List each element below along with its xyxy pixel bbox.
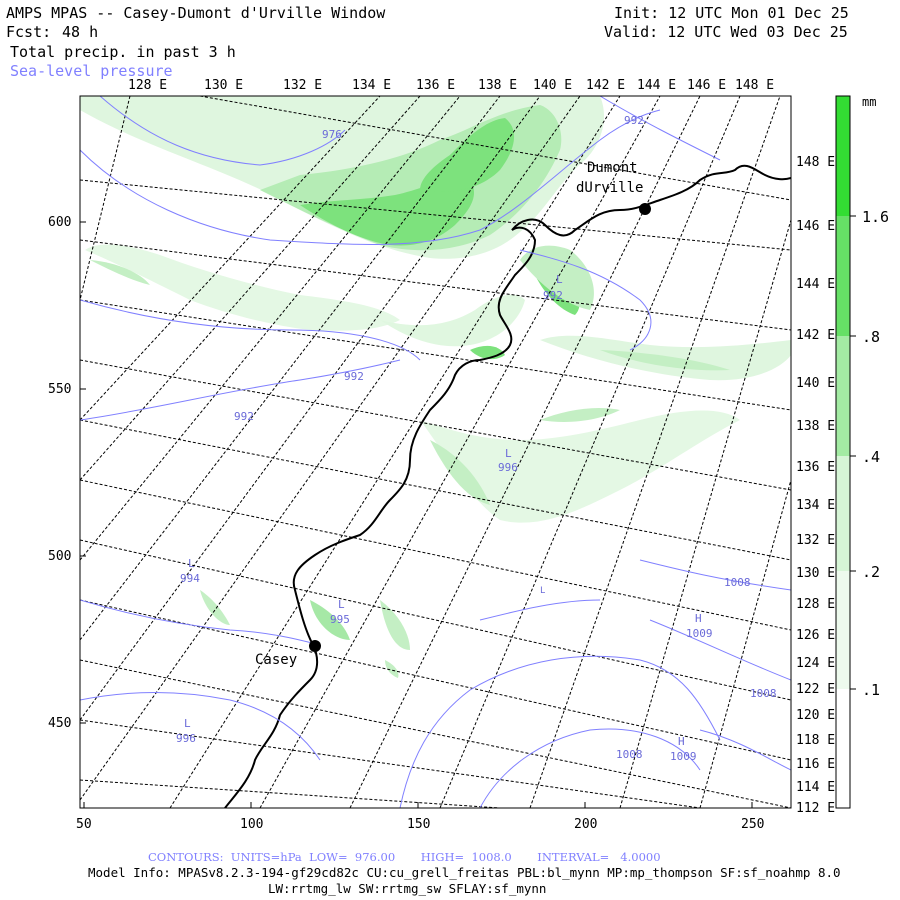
low-center: L: [540, 586, 545, 596]
colorbar-label: .4: [862, 448, 880, 466]
contour-info: CONTOURS: UNITS=hPa LOW= 976.00 HIGH= 10…: [148, 850, 661, 864]
casey-label: Casey: [255, 652, 297, 668]
svg-text:50: 50: [76, 817, 92, 832]
slp-label: 1008: [724, 576, 751, 589]
forecast-label: Fcst:: [6, 23, 52, 41]
model-info: Model Info: MPASv8.2.3-194-gf29cd82c CU:…: [88, 865, 841, 880]
svg-text:450: 450: [48, 716, 71, 731]
model-info-line2: LW:rrtmg_lw SW:rrtmg_sw SFLAY:sf_mynn: [268, 881, 547, 896]
colorbar-label: 1.6: [862, 208, 889, 226]
field-precip-label: Total precip. in past 3 h: [10, 43, 236, 61]
low-center: L: [338, 598, 345, 611]
left-y-axis: 600 550 500 450: [48, 215, 86, 731]
svg-text:120 E: 120 E: [796, 708, 835, 723]
svg-text:146 E: 146 E: [796, 219, 835, 234]
svg-text:250: 250: [741, 817, 764, 832]
svg-text:132 E: 132 E: [796, 533, 835, 548]
svg-text:200: 200: [574, 817, 597, 832]
dumont-label: Dumont: [587, 160, 638, 176]
svg-text:140 E: 140 E: [796, 376, 835, 391]
right-longitude-labels: 148 E 146 E 144 E 142 E 140 E 138 E 136 …: [796, 155, 835, 816]
svg-text:600: 600: [48, 215, 71, 230]
svg-text:142 E: 142 E: [796, 328, 835, 343]
svg-text:114 E: 114 E: [796, 780, 835, 795]
svg-text:128 E: 128 E: [796, 597, 835, 612]
low-center: L: [505, 447, 512, 460]
durville-label: dUrville: [576, 180, 643, 196]
svg-text:112 E: 112 E: [796, 801, 835, 816]
top-longitude-labels: 128 E 130 E 132 E 134 E 136 E 138 E 140 …: [128, 78, 774, 93]
graticule: [80, 96, 791, 808]
init-time: Init: 12 UTC Mon 01 Dec 25: [614, 4, 849, 22]
map-panel: 976 992 992 992 992 996 994 995 996 1008…: [80, 96, 791, 808]
low-center: L: [184, 717, 191, 730]
svg-text:132 E: 132 E: [283, 78, 322, 93]
svg-text:100: 100: [240, 817, 263, 832]
pressure-labels: 976 992 992 992 992 996 994 995 996 1008…: [176, 114, 777, 763]
svg-text:140 E: 140 E: [533, 78, 572, 93]
bottom-x-axis: 50 100 150 200 250: [76, 802, 764, 832]
forecast-hour: 48 h: [62, 23, 99, 41]
slp-label: 996: [498, 461, 518, 474]
svg-text:138 E: 138 E: [478, 78, 517, 93]
colorbar-label: .2: [862, 563, 880, 581]
slp-label: 1009: [670, 750, 697, 763]
high-center: H: [678, 735, 685, 748]
svg-text:134 E: 134 E: [796, 498, 835, 513]
precip-colorbar: mm 1.6 .8 .4 .2 .1: [835, 95, 889, 809]
dumont-durville-station-marker: [639, 203, 651, 215]
slp-label: 992: [234, 410, 254, 423]
svg-text:500: 500: [48, 549, 71, 564]
slp-label: 992: [543, 289, 563, 302]
svg-text:144 E: 144 E: [637, 78, 676, 93]
svg-text:550: 550: [48, 382, 71, 397]
slp-label: 1008: [750, 687, 777, 700]
svg-text:128 E: 128 E: [128, 78, 167, 93]
svg-text:122 E: 122 E: [796, 682, 835, 697]
casey-station-marker: [309, 640, 321, 652]
svg-text:124 E: 124 E: [796, 656, 835, 671]
model-title: AMPS MPAS -- Casey-Dumont d'Urville Wind…: [6, 4, 386, 22]
svg-text:130 E: 130 E: [204, 78, 243, 93]
slp-label: 1009: [686, 627, 713, 640]
svg-text:144 E: 144 E: [796, 277, 835, 292]
valid-time: Valid: 12 UTC Wed 03 Dec 25: [604, 23, 848, 41]
colorbar-label: .8: [862, 328, 880, 346]
svg-text:150: 150: [407, 817, 430, 832]
slp-label: 996: [176, 732, 196, 745]
high-center: H: [695, 612, 702, 625]
svg-text:146 E: 146 E: [687, 78, 726, 93]
svg-text:138 E: 138 E: [796, 419, 835, 434]
slp-contours: [80, 96, 791, 808]
svg-text:118 E: 118 E: [796, 733, 835, 748]
svg-text:116 E: 116 E: [796, 757, 835, 772]
low-center: L: [188, 557, 195, 570]
slp-label: 992: [344, 370, 364, 383]
slp-label: 995: [330, 613, 350, 626]
colorbar-unit: mm: [862, 95, 876, 109]
field-slp-label: Sea-level pressure: [10, 62, 173, 80]
svg-text:134 E: 134 E: [352, 78, 391, 93]
precip-shading: [80, 96, 791, 678]
slp-label: 1008: [616, 748, 643, 761]
slp-label: 994: [180, 572, 200, 585]
svg-text:136 E: 136 E: [416, 78, 455, 93]
svg-text:148 E: 148 E: [796, 155, 835, 170]
map-frame: [79, 95, 792, 809]
colorbar-label: .1: [862, 681, 880, 699]
svg-text:148 E: 148 E: [735, 78, 774, 93]
svg-text:136 E: 136 E: [796, 460, 835, 475]
svg-text:130 E: 130 E: [796, 566, 835, 581]
coastline: [224, 164, 791, 808]
slp-label: 992: [624, 114, 644, 127]
slp-label: 976: [322, 128, 342, 141]
svg-text:142 E: 142 E: [586, 78, 625, 93]
low-center: L: [556, 273, 563, 286]
svg-text:126 E: 126 E: [796, 628, 835, 643]
